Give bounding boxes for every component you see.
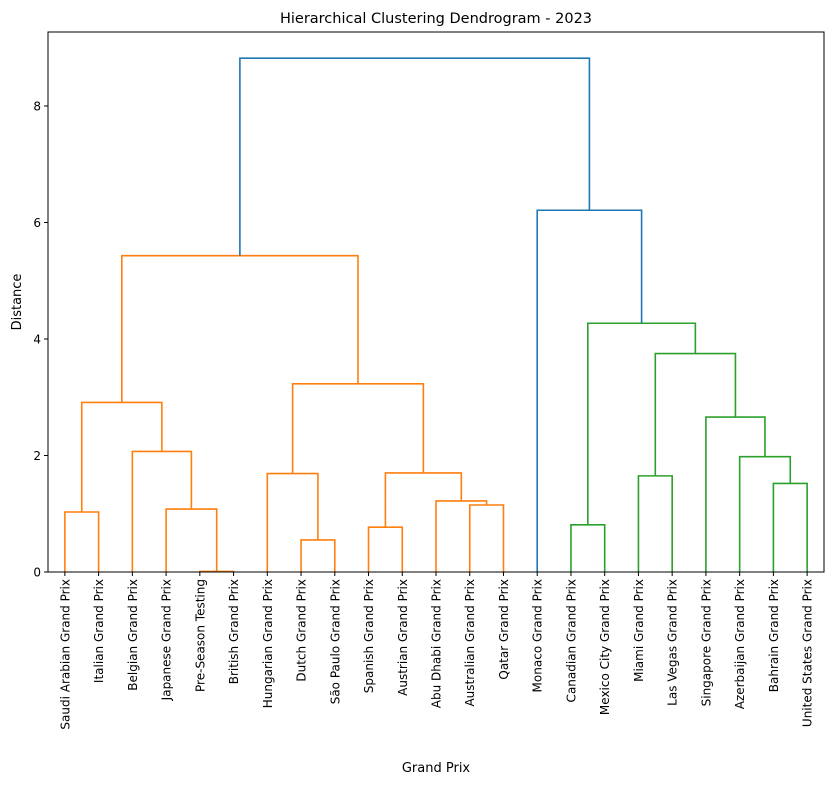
x-tick-label-3: Japanese Grand Prix [160,579,174,701]
x-tick-label-9: Spanish Grand Prix [362,579,376,693]
dendrogram-link-3 [131,450,193,572]
x-tick-label-10: Austrian Grand Prix [396,579,410,696]
x-tick-label-6: Hungarian Grand Prix [261,579,275,708]
y-tick-label-8: 8 [33,99,41,113]
x-tick-label-20: Azerbaijan Grand Prix [733,579,747,709]
x-tick-label-1: Italian Grand Prix [92,579,106,683]
dendrogram-link-4 [80,401,163,512]
chart-title: Hierarchical Clustering Dendrogram - 202… [280,11,592,27]
x-tick-label-13: Qatar Grand Prix [497,579,511,680]
dendrogram-link-17 [705,416,766,572]
x-axis: Saudi Arabian Grand Prix Italian Grand Pr… [58,572,815,730]
dendrogram-link-10 [384,472,463,528]
x-tick-label-7: Dutch Grand Prix [295,579,309,682]
x-tick-label-22: United States Grand Prix [801,579,815,727]
dendrogram-link-7 [367,526,404,572]
x-tick-label-19: Singapore Grand Prix [699,579,713,706]
dendrogram-links [64,57,808,573]
y-tick-label-4: 4 [33,332,41,346]
x-tick-label-11: Abu Dhabi Grand Prix [430,579,444,708]
dendrogram-link-11 [291,383,425,474]
dendrogram-link-12 [121,254,359,403]
x-tick-label-4: Pre-Season Testing [193,579,207,692]
dendrogram-link-6 [266,472,319,572]
dendrogram-link-5 [300,539,336,572]
dendrogram-link-13 [570,524,606,572]
dendrogram-link-18 [654,352,737,476]
x-axis-label: Grand Prix [402,761,471,776]
dendrogram-link-9 [435,500,488,572]
x-tick-label-15: Canadian Grand Prix [564,579,578,702]
y-tick-label-2: 2 [33,449,41,463]
x-tick-label-17: Miami Grand Prix [632,579,646,682]
x-tick-label-18: Las Vegas Grand Prix [666,579,680,706]
x-tick-label-21: Bahrain Grand Prix [767,579,781,692]
x-tick-label-5: British Grand Prix [227,579,241,684]
y-tick-label-6: 6 [33,216,41,230]
dendrogram-link-8 [468,504,505,572]
y-axis: 0 2 4 6 8 [33,99,48,580]
dendrogram-link-0 [64,511,100,572]
dendrogram-link-15 [772,482,808,572]
x-tick-label-14: Monaco Grand Prix [531,579,545,692]
x-tick-label-16: Mexico City Grand Prix [598,579,612,715]
dendrogram-link-20 [536,209,643,572]
dendrogram-link-21 [239,57,591,256]
x-tick-label-0: Saudi Arabian Grand Prix [58,579,72,730]
plot-frame [47,31,825,573]
y-axis-label: Distance [10,274,25,331]
x-tick-label-8: São Paulo Grand Prix [328,579,342,704]
dendrogram-link-14 [637,475,673,572]
dendrogram-link-16 [738,455,792,572]
x-tick-label-12: Australian Grand Prix [463,579,477,707]
y-tick-label-0: 0 [33,566,41,580]
x-tick-label-2: Belgian Grand Prix [126,579,140,691]
dendrogram-link-2 [165,508,218,572]
